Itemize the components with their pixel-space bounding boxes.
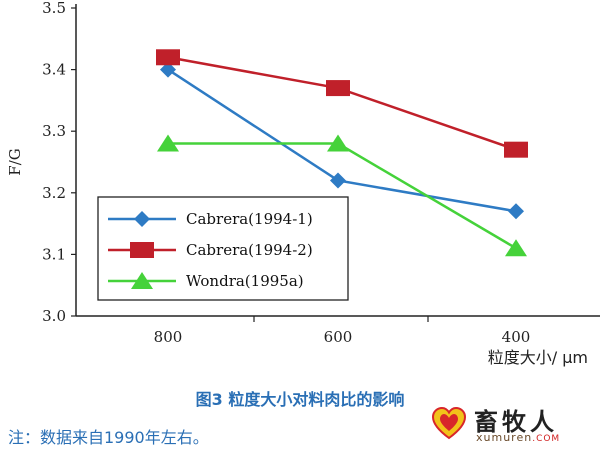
heart-logo-icon [432, 407, 466, 440]
data-point [505, 239, 527, 257]
chart-series [156, 49, 528, 257]
y-axis-label: F/G [6, 148, 24, 175]
watermark-logo: 畜牧人 xumuren.COM [432, 404, 597, 446]
y-tick-label: 3.5 [42, 0, 66, 17]
legend-marker [134, 211, 150, 227]
data-point [508, 203, 524, 220]
legend-label: Wondra(1995a) [186, 272, 304, 290]
y-tick-label: 3.1 [42, 245, 66, 263]
x-tick-label: 600 [324, 328, 353, 346]
data-point [156, 49, 180, 66]
series-1 [160, 61, 524, 220]
data-point [157, 134, 179, 152]
chart-legend: Cabrera(1994-1) Cabrera(1994-2) Wondra(199… [97, 196, 349, 301]
legend-label: Cabrera(1994-2) [186, 241, 313, 259]
data-point [504, 141, 528, 158]
y-tick-label: 3.4 [42, 61, 66, 79]
legend-marker [131, 272, 153, 289]
x-tick-label: 800 [154, 328, 183, 346]
chart-axes: 3.0 3.1 3.2 3.3 3.4 3.5 F/G 800 600 400 [6, 0, 600, 346]
watermark-name: 畜牧人 [474, 407, 558, 436]
data-point [160, 61, 176, 78]
figure-caption: 图3 粒度大小对料肉比的影响 [195, 390, 405, 409]
data-point [330, 172, 346, 189]
series-2 [156, 49, 528, 158]
data-point [326, 80, 350, 97]
data-note: 注：数据来自1990年左右。 [8, 428, 209, 447]
series-3 [157, 134, 527, 257]
x-axis-label: 粒度大小/ μm [487, 348, 588, 367]
legend-label: Cabrera(1994-1) [186, 210, 313, 228]
legend-marker [130, 242, 154, 258]
watermark-site: xumuren.COM [476, 431, 561, 444]
x-tick-label: 400 [502, 328, 531, 346]
y-tick-label: 3.2 [42, 184, 66, 202]
y-tick-label: 3.3 [42, 122, 66, 140]
y-tick-label: 3.0 [42, 307, 66, 325]
data-point [327, 134, 349, 152]
